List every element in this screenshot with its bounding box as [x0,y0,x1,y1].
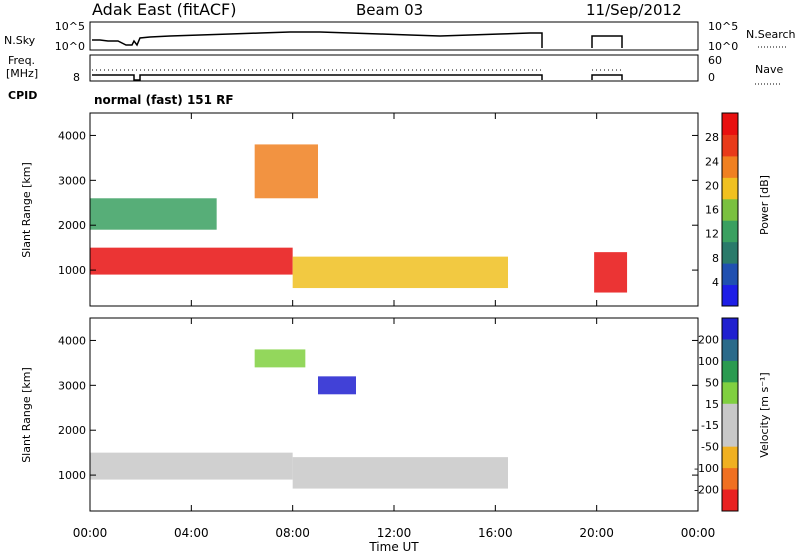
freq-tick: 8 [73,71,80,84]
y-tick-label: 4000 [58,334,86,347]
colorbar-segment [722,339,738,362]
x-tick-label: 00:00 [681,526,716,540]
colorbar-segment [722,134,738,157]
power-ylabel: Slant Range [km] [20,162,33,258]
colorbar-segment [722,220,738,243]
power-colorbar: 28 24 20 16 12 8 4 [705,112,739,307]
cpid-label: CPID [8,89,37,102]
freq-trace [92,74,623,81]
colorbar-segment [722,155,738,178]
colorbar-tick-label: 20 [705,179,719,192]
colorbar-segment [722,318,738,340]
y-tick-label: 2000 [58,424,86,437]
echo-region [292,256,508,289]
y-tick-label: 4000 [58,129,86,142]
power-panel: 1000 2000 3000 4000 Slant Range [km] 28 24 20… [20,112,771,307]
x-tick-label: 08:00 [275,526,310,540]
echo-region [90,452,293,480]
echo-region [292,457,508,489]
time-axis: 00:00 04:00 08:00 12:00 16:00 20:00 00:00 [73,113,716,540]
power-colorbar-label: Power [dB] [758,175,771,235]
y-tick-label: 3000 [58,174,86,187]
date-title: 11/Sep/2012 [586,1,682,19]
nave-tick-bottom: 0 [708,71,715,84]
nsky-trace [92,31,623,48]
velocity-ylabel: Slant Range [km] [20,367,33,463]
y-tick-label: 1000 [58,469,86,482]
echo-region [90,247,293,275]
colorbar-tick-label: 15 [705,398,719,411]
freq-label-1: Freq. [8,54,35,67]
x-tick-label: 00:00 [73,526,108,540]
velocity-echo-layer [90,349,508,489]
nsearch-label: N.Search [746,28,796,41]
colorbar-segment [722,198,738,221]
colorbar-tick-label: 8 [712,252,719,265]
colorbar-tick-label: -200 [694,484,719,497]
colorbar-tick-label: 16 [705,204,719,217]
colorbar-tick-label: 100 [698,355,719,368]
freq-label-2: [MHz] [6,67,38,80]
colorbar-segment [722,382,738,405]
colorbar-tick-label: 4 [712,276,719,289]
colorbar-tick-label: 200 [698,333,719,346]
x-tick-label: 12:00 [377,526,412,540]
nsky-label: N.Sky [4,34,36,47]
colorbar-segment [722,360,738,383]
freq-frame [89,54,699,82]
colorbar-segment [722,113,738,135]
colorbar-segment [722,468,738,491]
echo-region [254,349,306,368]
power-echo-layer [90,144,628,293]
y-tick-label: 2000 [58,219,86,232]
nave-tick-top: 60 [708,54,722,67]
echo-region [254,144,318,199]
colorbar-segment [722,177,738,200]
nave-label: Nave [755,63,783,76]
colorbar-segment [722,263,738,286]
cpid-mode: normal (fast) 151 RF [94,93,234,107]
beam-title: Beam 03 [356,1,423,19]
power-yticks: 1000 2000 3000 4000 [58,129,698,277]
colorbar-tick-label: 50 [705,376,719,389]
colorbar-segment [722,241,738,264]
y-tick-label: 1000 [58,264,86,277]
nsky-frame [89,21,699,51]
x-tick-label: 20:00 [579,526,614,540]
station-title: Adak East (fitACF) [92,0,236,19]
colorbar-segment [722,489,738,512]
time-axis-label: Time UT [368,540,419,554]
colorbar-segment [722,425,738,448]
nsearch-tick-bottom: 10^0 [708,40,738,53]
x-tick-label: 04:00 [174,526,209,540]
y-tick-label: 3000 [58,379,86,392]
nsky-panel: N.Sky 10^5 10^0 10^5 10^0 N.Search [4,20,796,53]
velocity-colorbar-label: Velocity [m s⁻¹] [758,372,771,457]
nsky-tick-top: 10^5 [55,20,85,33]
colorbar-frame [721,317,739,512]
colorbar-tick-label: 12 [705,228,719,241]
velocity-yticks: 1000 2000 3000 4000 [58,334,698,482]
colorbar-tick-label: -50 [701,441,719,454]
colorbar-tick-label: -15 [701,419,719,432]
colorbar-segment [722,403,738,426]
colorbar-segment [722,446,738,469]
velocity-colorbar: 200 100 50 15 -15 -50 -100 -200 [694,317,739,512]
echo-region [90,198,217,230]
freq-panel: Freq. [MHz] 8 60 0 Nave [6,54,783,85]
nsky-tick-bottom: 10^0 [55,40,85,53]
echo-region [594,252,628,293]
nsearch-tick-top: 10^5 [708,20,738,33]
echo-region [318,376,356,395]
x-tick-label: 16:00 [478,526,513,540]
colorbar-frame [721,112,739,307]
colorbar-segment [722,284,738,307]
colorbar-tick-label: 24 [705,155,719,168]
colorbar-tick-label: -100 [694,462,719,475]
colorbar-tick-label: 28 [705,131,719,144]
